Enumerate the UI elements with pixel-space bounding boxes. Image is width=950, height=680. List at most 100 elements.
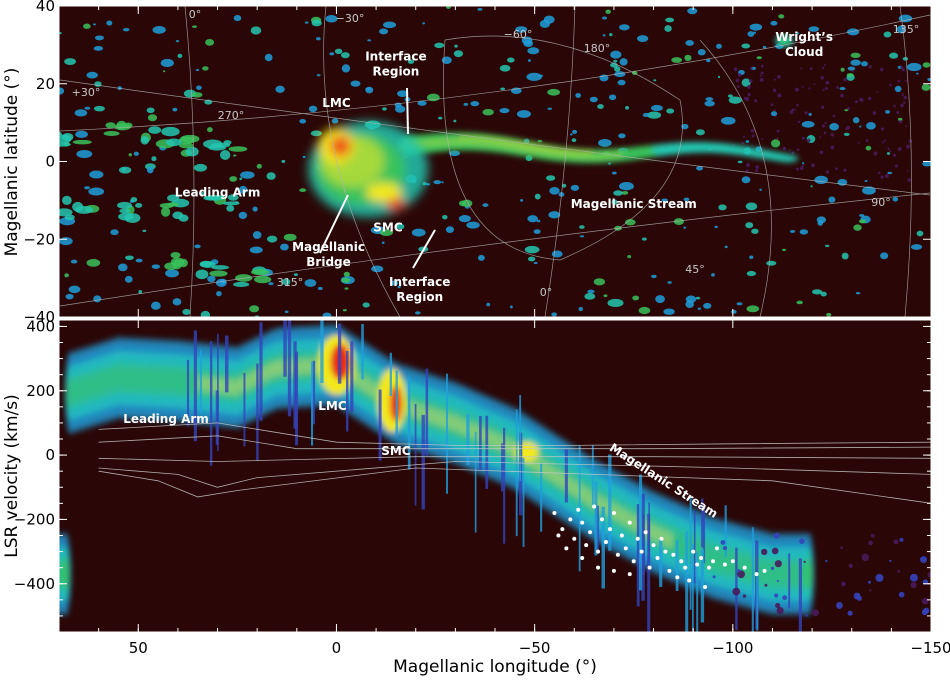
emission-haze	[754, 99, 758, 103]
white-data-point	[588, 530, 593, 535]
x-axis: 50 0 −50 −100 −150	[58, 6, 950, 657]
grid-line	[443, 35, 683, 261]
emission-blob	[249, 305, 260, 313]
emission-haze	[824, 86, 828, 90]
emission-blob	[745, 222, 754, 229]
emission-blob	[68, 285, 81, 294]
emission-blob	[796, 300, 803, 305]
emission-blob	[94, 35, 104, 41]
white-data-point	[714, 546, 719, 551]
velocity-streak	[798, 558, 802, 632]
annotation-label: Magellanic	[292, 240, 365, 254]
emission-blob	[89, 170, 104, 179]
emission-blob	[317, 286, 323, 291]
emission-blob	[527, 59, 531, 62]
emission-blob	[133, 151, 139, 156]
emission-blob	[617, 79, 626, 86]
top-emission-map	[59, 6, 931, 317]
emission-blob	[150, 301, 161, 310]
emission-blob	[859, 125, 862, 128]
emission-blob	[717, 75, 721, 79]
emission-blob	[482, 203, 489, 207]
bottom-y-axis: 400 200 0 −200 −400	[14, 317, 931, 617]
velocity-blob	[737, 569, 741, 573]
emission-blob	[747, 31, 755, 37]
y-tick-label: 20	[36, 75, 55, 93]
velocity-blob	[720, 540, 726, 545]
emission-blob	[110, 229, 119, 236]
emission-blob	[839, 87, 846, 91]
emission-blob	[146, 107, 155, 114]
emission-blob	[840, 67, 845, 72]
emission-haze	[900, 65, 904, 69]
emission-blob	[142, 229, 147, 233]
annotation-label: Wright’s	[775, 30, 833, 44]
white-data-point	[667, 568, 672, 573]
x-tick-label: 0	[332, 639, 342, 657]
emission-blob	[533, 261, 538, 265]
leading-arm-blob	[59, 208, 73, 217]
emission-blob	[579, 225, 585, 229]
velocity-streak	[691, 544, 694, 632]
emission-blob	[808, 26, 820, 32]
emission-blob	[916, 230, 924, 237]
emission-haze	[843, 77, 848, 82]
velocity-streak	[675, 539, 679, 592]
velocity-blob	[889, 559, 892, 563]
velocity-streak	[350, 341, 354, 412]
emission-blob	[182, 308, 191, 315]
emission-blob	[685, 300, 695, 309]
bottom-contours	[98, 422, 931, 504]
velocity-streak	[224, 335, 229, 393]
emission-blob	[433, 180, 442, 185]
velocity-streak	[414, 403, 417, 506]
velocity-blob	[770, 566, 775, 570]
white-data-point	[552, 510, 557, 515]
emission-blob	[407, 59, 415, 64]
emission-blob	[889, 52, 899, 59]
emission-blob	[625, 105, 630, 110]
annotation-arrow	[412, 229, 436, 269]
emission-blob	[860, 61, 868, 67]
y-tick-label: −400	[14, 575, 55, 593]
velocity-blob	[782, 595, 788, 601]
emission-blob	[396, 223, 405, 230]
emission-blob	[841, 252, 849, 260]
emission-blob	[886, 152, 891, 155]
velocity-blob	[776, 606, 784, 615]
emission-blob	[782, 248, 787, 251]
emission-haze	[801, 164, 804, 168]
white-data-point	[651, 543, 656, 548]
emission-blob	[611, 171, 617, 175]
foreground-contour	[98, 422, 931, 446]
emission-blob	[745, 202, 758, 211]
velocity-streak	[659, 538, 663, 587]
emission-haze	[774, 115, 777, 118]
white-data-point	[647, 565, 652, 570]
emission-haze	[900, 103, 904, 108]
emission-blob	[637, 35, 649, 43]
white-data-point	[695, 562, 700, 567]
emission-haze	[906, 144, 910, 149]
velocity-blob	[923, 607, 930, 614]
velocity-streak	[256, 363, 259, 461]
white-data-point	[643, 530, 648, 535]
emission-blob	[331, 118, 339, 124]
velocity-blob	[927, 572, 931, 578]
emission-blob	[151, 264, 161, 269]
emission-blob	[106, 20, 113, 26]
emission-blob	[597, 104, 604, 110]
emission-blob	[249, 246, 263, 254]
emission-haze	[889, 83, 892, 87]
top-y-axis-label: Magellanic latitude (°)	[2, 68, 22, 257]
emission-blob	[684, 54, 692, 62]
emission-blob	[441, 56, 452, 64]
emission-haze	[896, 110, 900, 114]
white-data-point	[592, 504, 597, 509]
white-data-point	[627, 520, 632, 525]
grid-coordinate-label: 0°	[540, 286, 553, 299]
emission-haze	[830, 145, 835, 150]
velocity-streak	[310, 361, 314, 446]
x-tick-label: −50	[519, 639, 551, 657]
